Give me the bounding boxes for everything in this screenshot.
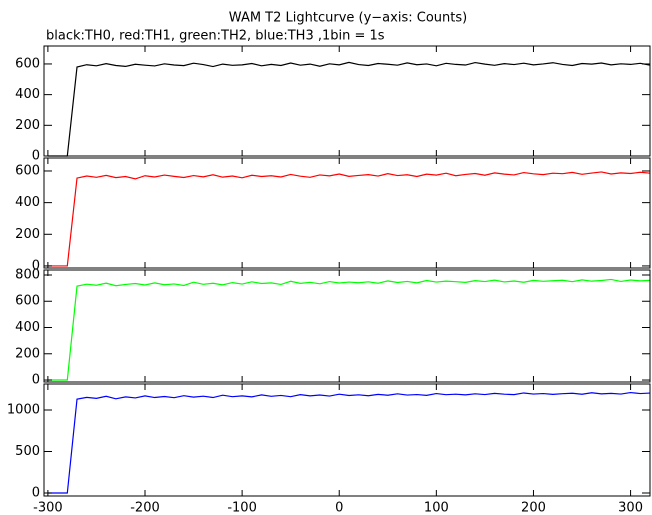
x-tick-label: 300 — [618, 501, 643, 515]
y-tick-label: 800 — [15, 267, 40, 282]
light-curve — [47, 391, 651, 494]
y-tick-label: 200 — [15, 227, 40, 242]
y-tick-label: 600 — [15, 56, 40, 71]
y-tick-label: 0 — [32, 258, 40, 273]
y-tick-label: 200 — [15, 346, 40, 361]
y-tick-label: 0 — [32, 373, 40, 388]
x-tick-label: 100 — [424, 501, 449, 515]
y-tick-label: 600 — [15, 163, 40, 178]
x-tick-label: 200 — [521, 501, 546, 515]
y-tick-label: 1000 — [7, 402, 40, 417]
x-tick-label: -300 — [33, 501, 63, 515]
panel-frame — [43, 383, 651, 497]
y-tick-label: 400 — [15, 320, 40, 335]
y-tick-label: 400 — [15, 87, 40, 102]
chart-subtitle: black:TH0, red:TH1, green:TH2, blue:TH3 … — [46, 29, 385, 44]
x-tick-label: -100 — [227, 501, 257, 515]
panel-frame — [43, 269, 651, 383]
light-curve — [47, 278, 651, 381]
light-curve — [47, 61, 651, 157]
y-tick-label: 400 — [15, 195, 40, 210]
panel-frame — [43, 45, 651, 157]
y-tick-label: 600 — [15, 294, 40, 309]
y-tick-label: 0 — [32, 149, 40, 164]
x-tick-label: -200 — [130, 501, 160, 515]
y-tick-label: 500 — [15, 444, 40, 459]
y-tick-label: 0 — [32, 486, 40, 501]
chart-title: WAM T2 Lightcurve (y−axis: Counts) — [229, 11, 467, 26]
panel-frame — [43, 157, 651, 269]
y-tick-label: 200 — [15, 118, 40, 133]
x-tick-label: 0 — [335, 501, 343, 515]
light-curve — [47, 171, 651, 267]
